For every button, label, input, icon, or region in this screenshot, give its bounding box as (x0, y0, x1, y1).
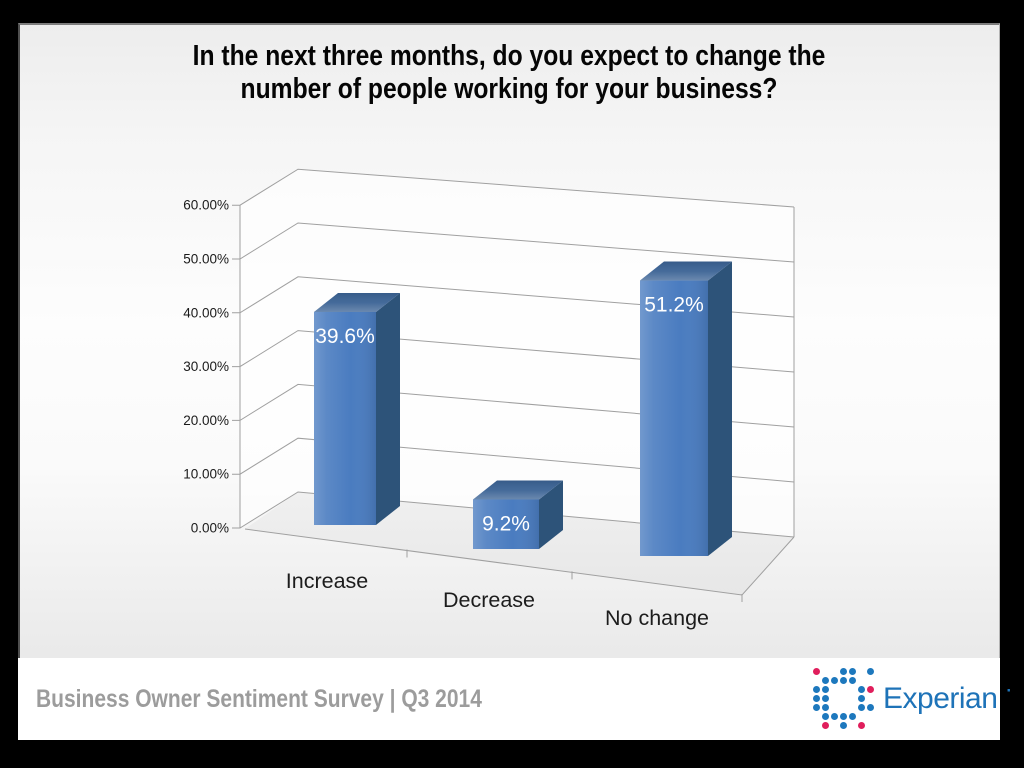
gridline (232, 330, 795, 373)
logo-dot (822, 686, 829, 693)
logo-dot (867, 686, 874, 693)
experian-logo-dots-icon (812, 667, 875, 730)
chart-title-line1: In the next three months, do you expect … (192, 40, 826, 72)
logo-dot-empty (831, 722, 838, 729)
logo-dot-empty (867, 695, 874, 702)
y-tick-label: 50.00% (183, 252, 229, 267)
bar-value-label: 39.6% (315, 325, 375, 348)
logo-dot (822, 695, 829, 702)
y-tick-label: 40.00% (183, 305, 229, 320)
y-tick-label: 20.00% (183, 413, 229, 428)
logo-dot-empty (840, 704, 847, 711)
logo-dot (813, 686, 820, 693)
logo-dot-empty (813, 713, 820, 720)
category-label-decrease: Decrease (443, 588, 535, 612)
logo-dot (849, 668, 856, 675)
chart-title: In the next three months, do you expect … (18, 40, 1000, 106)
experian-logo: Experian · (812, 667, 1012, 730)
category-label-increase: Increase (286, 569, 368, 593)
bar-increase: 39.6% (314, 292, 400, 525)
logo-dot-empty (831, 695, 838, 702)
chart-title-line2: number of people working for your busine… (240, 73, 778, 105)
logo-dot (849, 677, 856, 684)
gridline (232, 383, 795, 428)
bar-top-sheen (314, 292, 400, 312)
logo-dot-empty (849, 704, 856, 711)
logo-dot (831, 677, 838, 684)
logo-dot-empty (849, 686, 856, 693)
bar-no-change: 51.2% (640, 261, 732, 556)
logo-dot (831, 713, 838, 720)
bar-front-sheen (314, 311, 376, 525)
logo-dot (867, 668, 874, 675)
logo-dot-empty (813, 677, 820, 684)
bar-front-sheen (640, 280, 708, 556)
logo-dot (813, 668, 820, 675)
gridline (232, 222, 795, 263)
logo-dot (867, 704, 874, 711)
logo-dot (849, 713, 856, 720)
logo-dot (858, 722, 865, 729)
y-tick-label: 30.00% (183, 359, 229, 374)
logo-dot-empty (867, 677, 874, 684)
y-tick-label: 0.00% (191, 521, 229, 536)
logo-dot-empty (867, 713, 874, 720)
logo-dot-empty (831, 704, 838, 711)
logo-dot (822, 722, 829, 729)
logo-dot-empty (831, 686, 838, 693)
bar-value-label: 51.2% (644, 294, 704, 317)
bar-front-sheen (473, 499, 539, 549)
logo-dot-empty (858, 668, 865, 675)
bar-decrease: 9.2% (473, 480, 563, 549)
logo-dot (858, 695, 865, 702)
logo-dot-empty (849, 695, 856, 702)
gridline (232, 437, 795, 483)
logo-dot-empty (840, 695, 847, 702)
logo-dot (840, 722, 847, 729)
logo-dot-empty (813, 722, 820, 729)
footer-bar: Business Owner Sentiment Survey | Q3 201… (18, 658, 1012, 740)
y-tick-label: 60.00% (183, 198, 229, 213)
logo-dot (840, 668, 847, 675)
bar-value-label: 9.2% (482, 513, 530, 536)
y-tick-label: 10.00% (183, 467, 229, 482)
logo-dot (840, 677, 847, 684)
survey-title-text: Business Owner Sentiment Survey | Q3 201… (36, 684, 482, 713)
bar-side-face (708, 261, 732, 556)
logo-dot (822, 677, 829, 684)
gridline (232, 168, 795, 208)
logo-dot (822, 713, 829, 720)
logo-dot (840, 713, 847, 720)
experian-wordmark: Experian (883, 681, 998, 715)
logo-dot-empty (867, 722, 874, 729)
survey-title: Business Owner Sentiment Survey | Q3 201… (36, 658, 567, 740)
logo-dot-empty (831, 668, 838, 675)
logo-dot-empty (858, 713, 865, 720)
gridline (232, 276, 795, 318)
trademark-dot-icon: · (1006, 680, 1013, 700)
logo-dot (858, 704, 865, 711)
logo-dot (813, 695, 820, 702)
logo-dot-empty (858, 677, 865, 684)
logo-dot (822, 704, 829, 711)
category-label-no-change: No change (605, 606, 709, 630)
logo-dot-empty (822, 668, 829, 675)
logo-dot-empty (840, 686, 847, 693)
bar-side-face (539, 480, 563, 549)
bar-top-sheen (473, 480, 563, 500)
logo-dot (813, 704, 820, 711)
bar-top-sheen (640, 261, 732, 281)
logo-dot (858, 686, 865, 693)
logo-dot-empty (849, 722, 856, 729)
bar-side-face (376, 292, 400, 525)
